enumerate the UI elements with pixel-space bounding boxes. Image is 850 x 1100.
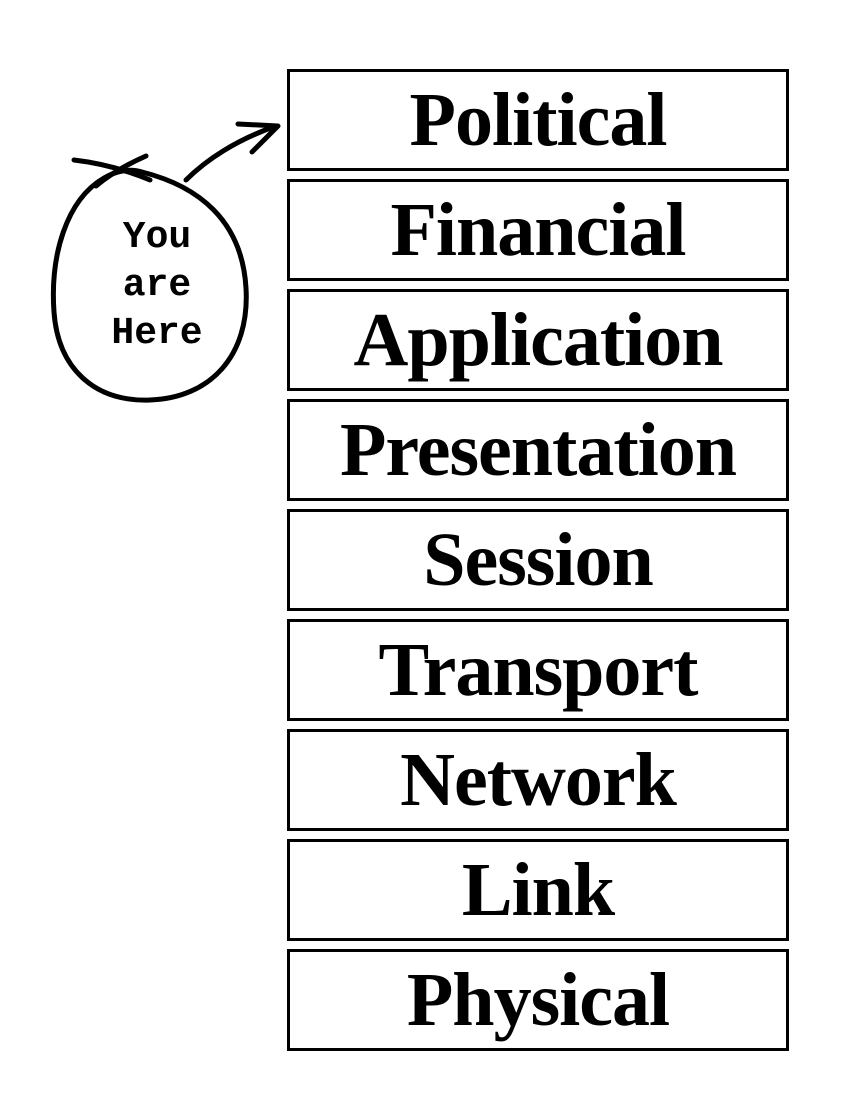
arrow-head	[235, 121, 281, 155]
layer-box-physical: Physical	[287, 949, 789, 1051]
layer-box-network: Network	[287, 729, 789, 831]
layer-box-financial: Financial	[287, 179, 789, 281]
you-are-here-label: You are Here	[84, 214, 230, 358]
layer-stack: Political Financial Application Presenta…	[287, 69, 789, 1051]
layer-label: Presentation	[339, 408, 737, 492]
layer-box-application: Application	[287, 289, 789, 391]
layer-box-session: Session	[287, 509, 789, 611]
layer-label: Political	[409, 78, 668, 162]
layer-label: Transport	[378, 628, 699, 712]
hand-drawn-circle-with-arrow	[50, 121, 281, 403]
marker-text-line: Here	[111, 312, 203, 355]
layer-label: Financial	[390, 188, 686, 272]
layer-box-transport: Transport	[287, 619, 789, 721]
layer-box-presentation: Presentation	[287, 399, 789, 501]
loop-cross-stroke	[93, 153, 149, 189]
layer-label: Session	[423, 518, 654, 602]
layer-box-link: Link	[287, 839, 789, 941]
marker-text-line: You	[122, 216, 192, 259]
layer-label: Network	[400, 738, 677, 822]
layer-label: Application	[353, 298, 723, 382]
layer-box-political: Political	[287, 69, 789, 171]
arrow-shaft	[183, 123, 279, 183]
layer-label: Link	[461, 848, 615, 932]
marker-text-line: are	[122, 264, 192, 307]
layer-label: Physical	[406, 958, 670, 1042]
loop-cross-stroke	[71, 157, 153, 183]
